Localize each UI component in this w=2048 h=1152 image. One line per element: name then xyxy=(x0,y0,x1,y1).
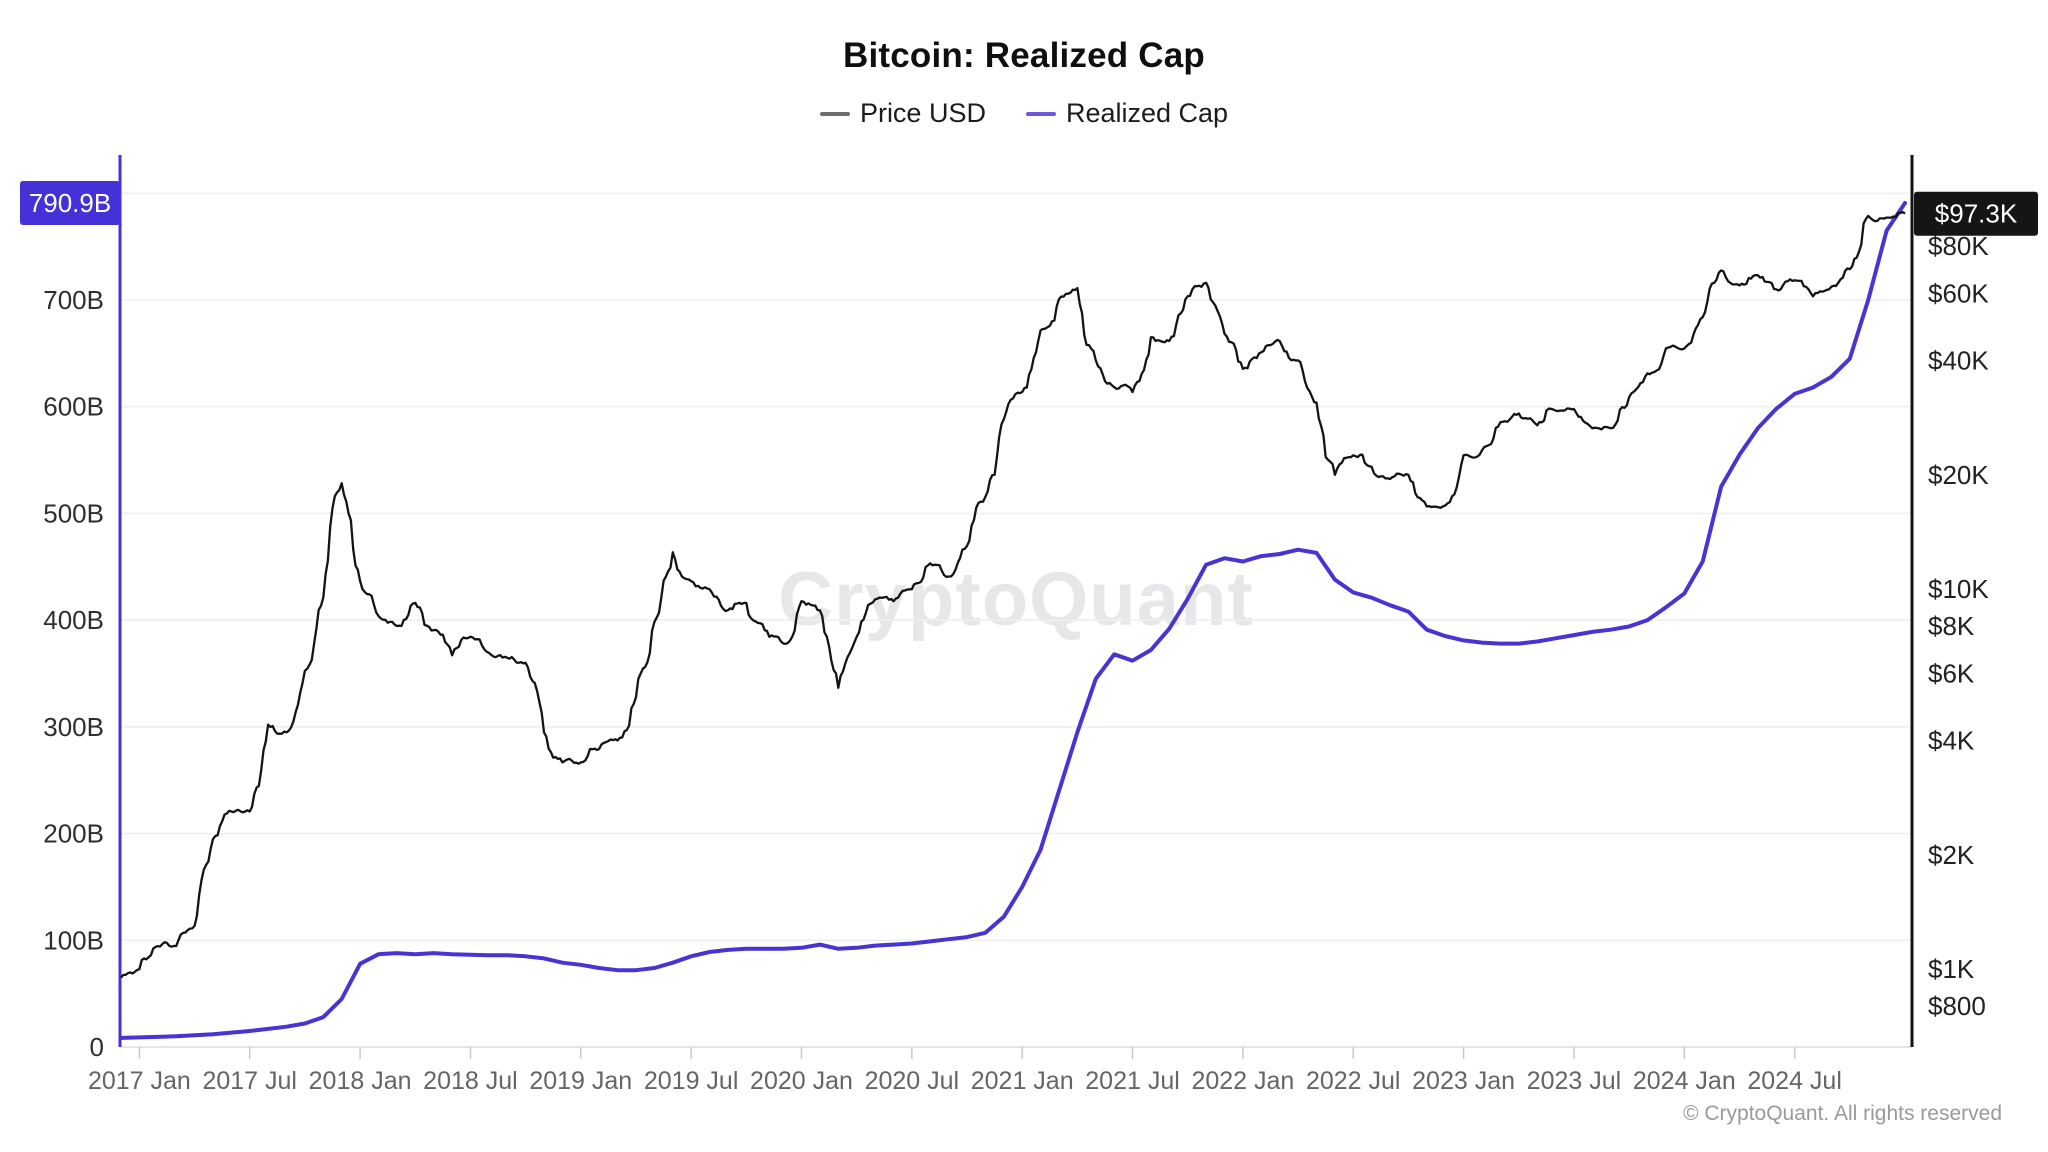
chart-title: Bitcoin: Realized Cap xyxy=(842,36,1206,75)
left-axis-tick-label: 600B xyxy=(43,392,104,422)
right-axis-tick-label: $20K xyxy=(1928,460,1989,490)
x-tick-label: 2017 Jan xyxy=(88,1067,191,1095)
x-tick-label: 2024 Jul xyxy=(1747,1067,1842,1095)
price-line xyxy=(120,210,1906,979)
legend-item-price[interactable]: Price USD xyxy=(819,98,986,129)
copyright-notice: © CryptoQuant. All rights reserved xyxy=(1683,1102,2002,1125)
right-axis-tick-label: $8K xyxy=(1928,611,1975,641)
realized-cap-value-label: 790.9B xyxy=(29,188,111,218)
right-axis-tick-label: $2K xyxy=(1928,840,1975,870)
x-tick-label: 2020 Jan xyxy=(750,1067,853,1095)
legend: Price USD Realized Cap xyxy=(0,98,2048,129)
realized-cap-line xyxy=(119,201,1907,1040)
left-axis-tick-label: 200B xyxy=(43,819,104,849)
legend-label-realized-cap: Realized Cap xyxy=(1065,98,1229,128)
x-tick-label: 2022 Jul xyxy=(1306,1067,1401,1095)
left-axis-tick-label: 300B xyxy=(43,712,104,742)
price-value-badge xyxy=(1914,191,2038,236)
left-axis-tick-label: 400B xyxy=(43,605,104,635)
cryptoquant-watermark: CryptoQuant xyxy=(778,557,1254,642)
left-axis-tick-label: 100B xyxy=(43,925,104,955)
legend-dash-realized-cap-icon xyxy=(1025,111,1056,116)
x-tick-label: 2017 Jul xyxy=(202,1067,297,1095)
x-tick-label: 2018 Jan xyxy=(309,1067,412,1095)
legend-label-price: Price USD xyxy=(859,98,986,128)
legend-item-realized-cap[interactable]: Realized Cap xyxy=(1025,98,1229,129)
right-axis-tick-label: $4K xyxy=(1928,725,1975,755)
realized-cap-value-badge xyxy=(20,180,120,225)
x-tick-label: 2020 Jul xyxy=(865,1067,960,1095)
left-axis-tick-label: 700B xyxy=(43,285,104,315)
x-tick-label: 2023 Jul xyxy=(1527,1067,1622,1095)
x-tick-label: 2024 Jan xyxy=(1633,1067,1736,1095)
x-tick-label: 2021 Jan xyxy=(971,1067,1074,1095)
x-tick-label: 2021 Jul xyxy=(1085,1067,1180,1095)
x-tick-label: 2022 Jan xyxy=(1191,1067,1294,1095)
right-axis-tick-label: $800 xyxy=(1928,991,1986,1021)
right-axis-tick-label: $1K xyxy=(1928,954,1975,984)
right-axis-tick-label: $6K xyxy=(1928,658,1975,688)
legend-dash-price-icon xyxy=(819,111,850,116)
x-tick-label: 2018 Jul xyxy=(423,1067,518,1095)
left-axis-tick-label: 500B xyxy=(43,498,104,528)
right-axis-tick-label: $80K xyxy=(1928,231,1989,261)
price-value-label: $97.3K xyxy=(1935,199,2018,229)
x-tick-label: 2023 Jan xyxy=(1412,1067,1515,1095)
x-tick-label: 2019 Jul xyxy=(644,1067,739,1095)
left-axis-tick-label: 0 xyxy=(90,1032,104,1062)
right-axis-tick-label: $40K xyxy=(1928,345,1989,375)
x-tick-label: 2019 Jan xyxy=(529,1067,632,1095)
right-axis-tick-label: $10K xyxy=(1928,574,1989,604)
right-axis-tick-label: $60K xyxy=(1928,278,1989,308)
